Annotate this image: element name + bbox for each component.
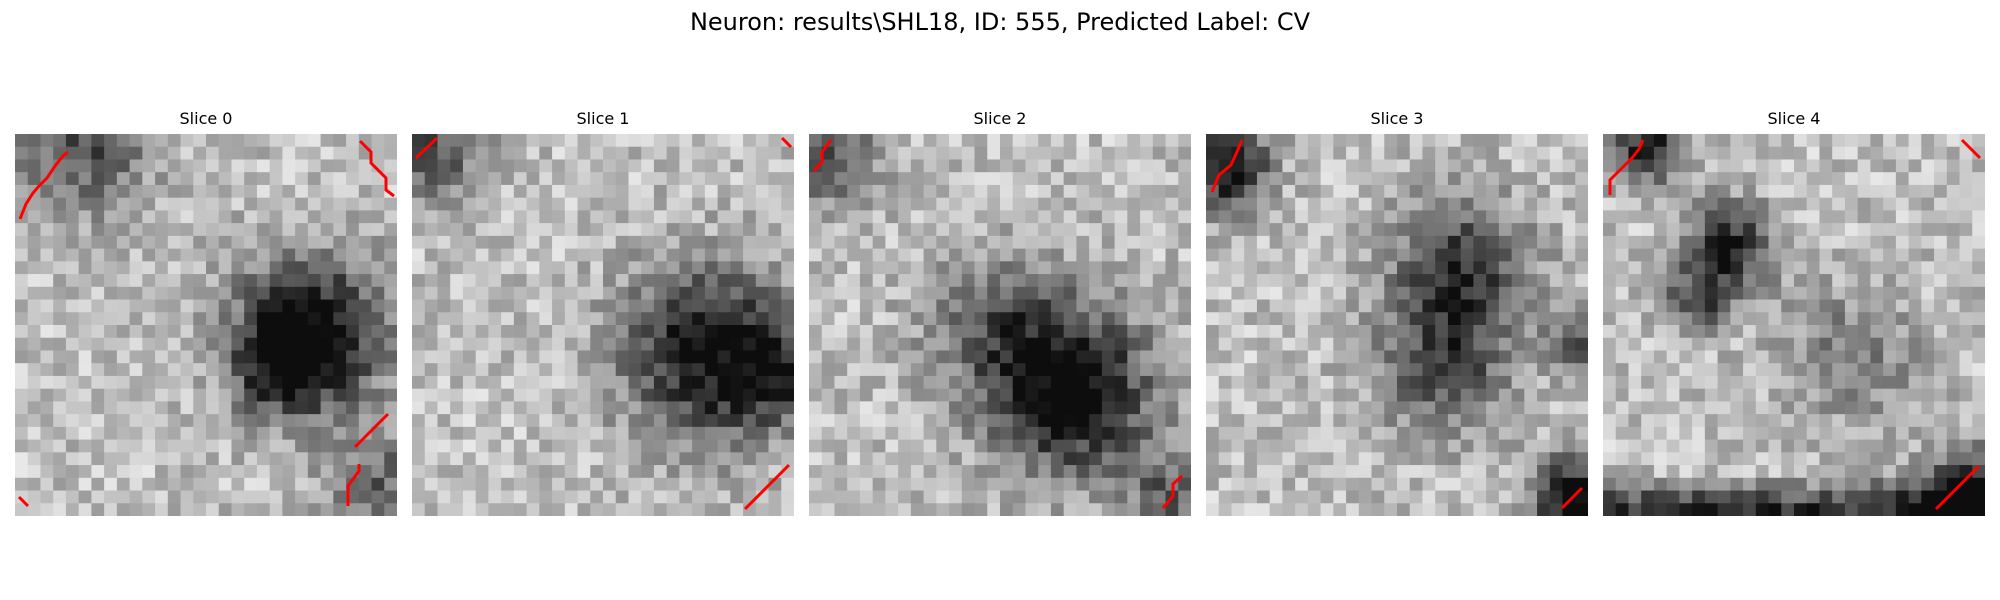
slice-panel-0: Slice 0 — [15, 108, 397, 518]
slice-title: Slice 3 — [1370, 109, 1424, 128]
contour-overlay — [17, 139, 395, 508]
slice-image — [412, 134, 794, 516]
slice-pixels — [15, 134, 397, 516]
contour-overlay — [1210, 139, 1584, 510]
slice-title: Slice 4 — [1767, 109, 1821, 128]
slice-panel-1: Slice 1 — [412, 108, 794, 518]
slice-title: Slice 1 — [576, 109, 630, 128]
contour-overlay — [812, 139, 1183, 509]
slice-pixels — [809, 134, 1191, 516]
figure-title: Neuron: results\SHL18, ID: 555, Predicte… — [689, 8, 1311, 36]
slice-panel-2: Slice 2 — [809, 108, 1191, 518]
slice-title: Slice 2 — [973, 109, 1027, 128]
contour-overlay — [414, 136, 793, 511]
slice-image — [1206, 134, 1588, 516]
slice-panel-4: Slice 4 — [1603, 108, 1985, 518]
slice-panel-3: Slice 3 — [1206, 108, 1588, 518]
slice-image — [809, 134, 1191, 516]
slice-pixels — [1603, 134, 1985, 516]
contour-overlay — [1608, 138, 1982, 511]
slice-image — [1603, 134, 1985, 516]
slice-title: Slice 0 — [179, 109, 233, 128]
slice-pixels — [412, 134, 794, 516]
slice-image — [15, 134, 397, 516]
slice-pixels — [1206, 134, 1588, 516]
